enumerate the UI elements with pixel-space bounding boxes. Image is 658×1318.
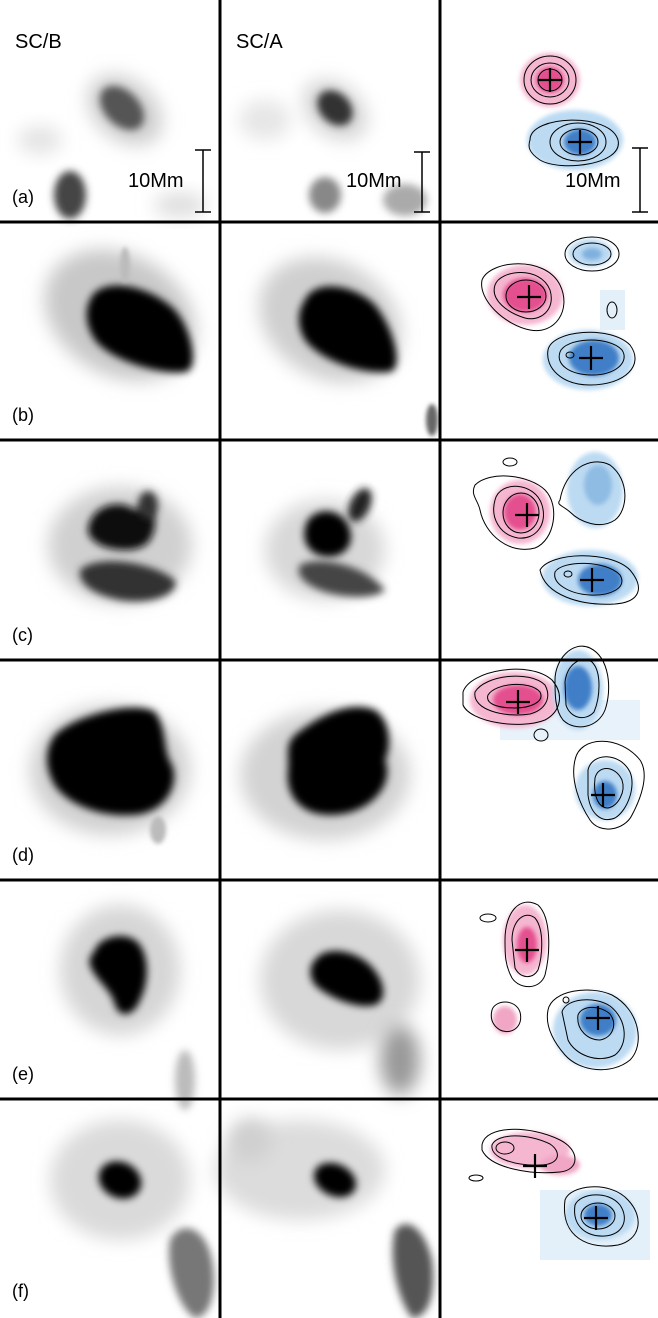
panel-label-a: (a) xyxy=(12,187,34,207)
panel-d-sca xyxy=(240,706,410,840)
panel-label-e: (e) xyxy=(12,1064,34,1084)
row-e xyxy=(60,901,639,1110)
centroid-cross-icon xyxy=(506,68,615,1230)
panel-label-b: (b) xyxy=(12,405,34,425)
scale-bar-icon xyxy=(195,147,648,213)
panel-b-scb xyxy=(44,247,196,381)
panel-d-scb xyxy=(30,705,190,844)
row-f xyxy=(50,1118,650,1318)
panel-c-scb xyxy=(48,487,192,603)
row-b xyxy=(44,236,636,436)
panel-f-scb xyxy=(50,1120,215,1318)
panel-e-magnetogram xyxy=(479,901,639,1071)
panel-c-sca xyxy=(265,488,385,600)
scale-bar-label-sca: 10Mm xyxy=(346,170,402,192)
row-a xyxy=(18,53,623,219)
panel-label-d: (d) xyxy=(12,845,34,865)
panel-b-sca xyxy=(258,257,438,436)
scale-bar-label-magnetogram: 10Mm xyxy=(565,170,621,192)
panel-label-f: (f) xyxy=(12,1281,29,1301)
panel-b-magnetogram xyxy=(481,236,636,390)
panel-a-magnetogram xyxy=(520,53,623,170)
scale-bar-label-scb: 10Mm xyxy=(128,170,184,192)
panel-d-magnetogram xyxy=(462,645,645,830)
panel-a-scb xyxy=(18,74,206,219)
column-title-scb: SC/B xyxy=(15,31,62,53)
panel-e-sca xyxy=(260,910,420,1095)
row-c xyxy=(48,452,639,606)
panel-label-c: (c) xyxy=(12,625,33,645)
column-title-sca: SC/A xyxy=(236,31,283,53)
panel-f-magnetogram xyxy=(468,1128,650,1260)
panel-f-sca xyxy=(215,1118,434,1318)
panel-c-magnetogram xyxy=(472,452,639,606)
row-d xyxy=(30,645,645,844)
panel-a-sca xyxy=(239,79,427,216)
panel-e-scb xyxy=(60,905,195,1110)
